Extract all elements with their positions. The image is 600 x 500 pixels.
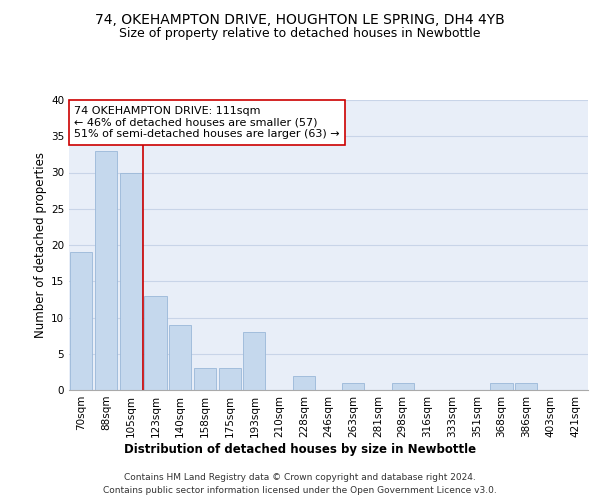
Bar [515,383,538,390]
Bar [293,376,315,390]
Text: Size of property relative to detached houses in Newbottle: Size of property relative to detached ho… [119,28,481,40]
Bar [70,252,92,390]
Bar [243,332,265,390]
Text: 74 OKEHAMPTON DRIVE: 111sqm
← 46% of detached houses are smaller (57)
51% of sem: 74 OKEHAMPTON DRIVE: 111sqm ← 46% of det… [74,106,340,139]
Bar [490,383,512,390]
Bar [194,368,216,390]
Bar [342,383,364,390]
Text: Distribution of detached houses by size in Newbottle: Distribution of detached houses by size … [124,442,476,456]
Bar [95,151,117,390]
Bar [119,172,142,390]
Bar [392,383,414,390]
Text: Contains HM Land Registry data © Crown copyright and database right 2024.: Contains HM Land Registry data © Crown c… [124,472,476,482]
Bar [169,325,191,390]
Text: 74, OKEHAMPTON DRIVE, HOUGHTON LE SPRING, DH4 4YB: 74, OKEHAMPTON DRIVE, HOUGHTON LE SPRING… [95,12,505,26]
Y-axis label: Number of detached properties: Number of detached properties [34,152,47,338]
Bar [145,296,167,390]
Text: Contains public sector information licensed under the Open Government Licence v3: Contains public sector information licen… [103,486,497,495]
Bar [218,368,241,390]
